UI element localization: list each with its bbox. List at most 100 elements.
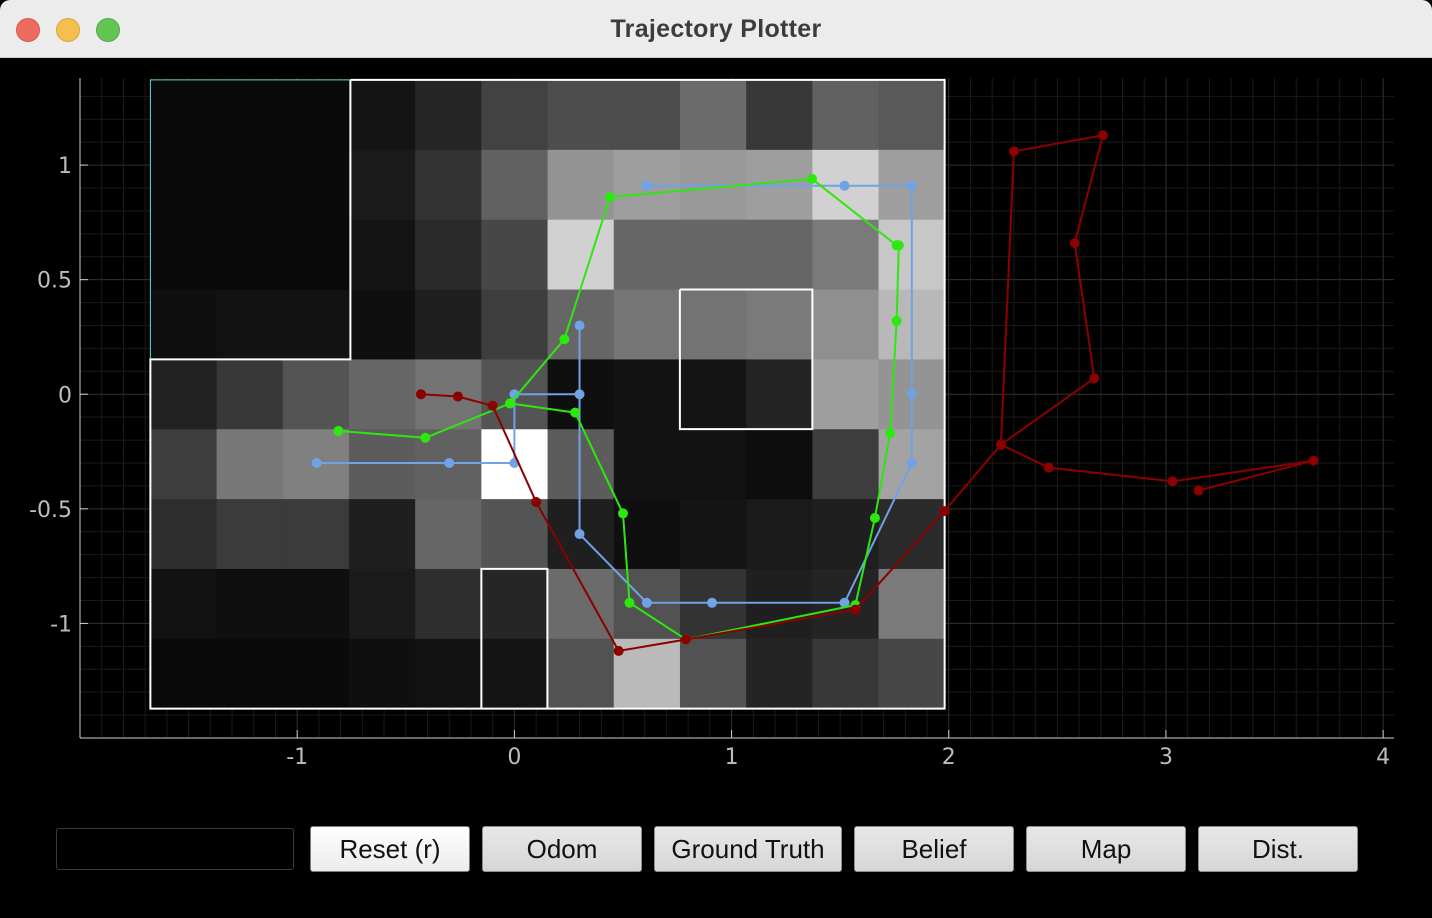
- command-input[interactable]: [56, 828, 294, 870]
- belief-button[interactable]: Belief: [854, 826, 1014, 872]
- odom-point: [850, 604, 861, 615]
- belief-cell: [348, 429, 416, 500]
- y-tick-label: 0: [58, 383, 72, 408]
- ground-truth-point: [806, 173, 817, 184]
- title-bar: Trajectory Plotter: [0, 0, 1432, 58]
- belief-point: [641, 597, 652, 608]
- belief-cell: [415, 289, 482, 360]
- belief-cell: [547, 638, 615, 710]
- belief-point: [311, 458, 322, 468]
- odom-point: [1008, 146, 1019, 157]
- belief-cell: [150, 429, 218, 500]
- belief-cell: [547, 149, 615, 221]
- reset-button[interactable]: Reset (r): [310, 826, 470, 872]
- belief-cell: [812, 359, 880, 430]
- ground-truth-button[interactable]: Ground Truth: [654, 826, 842, 872]
- belief-point: [839, 597, 850, 608]
- belief-cell: [348, 499, 416, 570]
- belief-cell: [348, 219, 416, 291]
- ground-truth-point: [891, 315, 902, 326]
- ground-truth-point: [885, 428, 896, 439]
- belief-cell: [415, 638, 482, 710]
- belief-cell: [282, 499, 350, 570]
- belief-cell: [216, 429, 284, 500]
- odom-button[interactable]: Odom: [482, 826, 642, 872]
- belief-cell: [613, 219, 681, 291]
- y-tick-label: 0.5: [37, 269, 72, 294]
- y-tick-label: -1: [50, 612, 72, 637]
- ground-truth-point: [570, 407, 581, 418]
- ground-truth-point: [559, 334, 570, 345]
- belief-cell: [746, 568, 813, 640]
- belief-cell: [150, 289, 218, 360]
- belief-cell: [878, 638, 946, 710]
- belief-cell: [415, 149, 482, 221]
- belief-cell: [481, 499, 549, 570]
- belief-cell: [679, 499, 747, 570]
- belief-cell: [216, 219, 284, 291]
- belief-cell: [746, 80, 813, 151]
- belief-point: [906, 180, 917, 191]
- odom-point: [487, 400, 498, 411]
- belief-cell: [812, 80, 880, 151]
- belief-cell: [415, 80, 482, 151]
- belief-cell: [613, 289, 681, 360]
- zoom-window-button[interactable]: [96, 18, 120, 42]
- belief-cell: [348, 359, 416, 430]
- odom-point: [452, 391, 463, 402]
- belief-cell: [613, 80, 681, 151]
- belief-cell: [150, 638, 218, 710]
- belief-cell: [150, 499, 218, 570]
- odom-point: [613, 645, 624, 656]
- minimize-window-button[interactable]: [56, 18, 80, 42]
- map-wall: [149, 78, 946, 710]
- y-tick-label: -0.5: [29, 498, 72, 523]
- ground-truth-point: [505, 398, 516, 409]
- belief-cell: [216, 499, 284, 570]
- odom-point: [680, 634, 691, 645]
- x-tick-label: 1: [725, 745, 739, 770]
- belief-point: [574, 529, 585, 540]
- belief-cell: [216, 289, 284, 360]
- belief-cell: [746, 499, 813, 570]
- belief-cell: [679, 429, 747, 500]
- belief-cell: [812, 499, 880, 570]
- ground-truth-point: [617, 508, 628, 519]
- belief-cell: [216, 638, 284, 710]
- belief-cell: [348, 568, 416, 640]
- belief-cell: [547, 80, 615, 151]
- ground-truth-point: [869, 513, 880, 523]
- map-button[interactable]: Map: [1026, 826, 1186, 872]
- belief-cell: [613, 359, 681, 430]
- x-tick-label: 3: [1159, 745, 1173, 770]
- belief-cell: [150, 359, 218, 430]
- close-window-button[interactable]: [16, 18, 40, 42]
- belief-cell: [878, 568, 946, 640]
- odom-point: [939, 506, 950, 517]
- window-title: Trajectory Plotter: [610, 15, 822, 43]
- odom-point: [1069, 238, 1080, 248]
- x-tick-label: 4: [1376, 745, 1390, 770]
- belief-cell: [481, 149, 549, 221]
- trajectory-plot[interactable]: -1 0 1 2 3 4 1 0.5 0 -0.5 -1: [0, 58, 1432, 810]
- dist-button[interactable]: Dist.: [1198, 826, 1358, 872]
- belief-point: [839, 180, 850, 191]
- odom-point: [1308, 455, 1319, 466]
- map-wall: [480, 567, 549, 709]
- belief-cell: [150, 568, 218, 640]
- belief-cell: [282, 638, 350, 710]
- belief-cell: [282, 149, 350, 221]
- belief-point: [906, 389, 917, 400]
- belief-cell: [216, 568, 284, 640]
- odom-point: [1043, 462, 1054, 473]
- ground-truth-point: [604, 192, 615, 203]
- odom-point: [1167, 476, 1178, 487]
- belief-cell: [150, 219, 218, 291]
- belief-cell: [282, 289, 350, 360]
- belief-cell: [746, 219, 813, 291]
- belief-cell: [812, 219, 880, 291]
- belief-cell: [547, 219, 615, 291]
- belief-cell: [746, 429, 813, 500]
- belief-cell: [679, 638, 747, 710]
- belief-cell: [348, 638, 416, 710]
